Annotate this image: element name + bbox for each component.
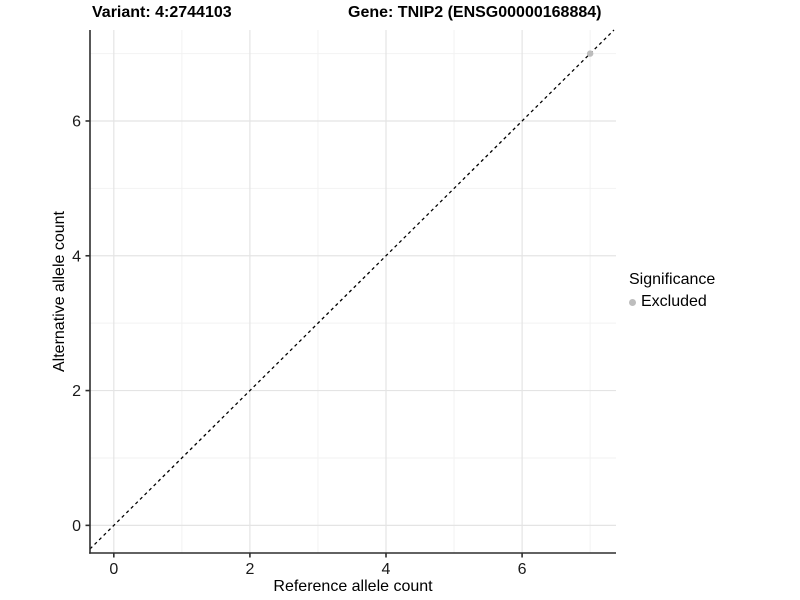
legend-item-excluded: Excluded [629, 293, 715, 311]
x-tick-label: 0 [109, 561, 118, 578]
y-tick-label: 2 [72, 383, 81, 400]
x-tick-label: 4 [382, 561, 391, 578]
legend-title: Significance [629, 271, 716, 288]
legend: Significance Excluded [629, 271, 715, 311]
y-tick-label: 4 [72, 248, 81, 265]
identity-dashed-line [89, 29, 615, 550]
variant-title: Variant: 4:2744103 [92, 4, 232, 21]
gene-title: Gene: TNIP2 (ENSG00000168884) [348, 4, 602, 21]
data-point [586, 50, 594, 57]
y-tick-label: 0 [72, 518, 81, 535]
y-tick-label: 6 [72, 113, 81, 130]
x-axis-title: Reference allele count [273, 578, 433, 595]
x-tick-label: 6 [518, 561, 527, 578]
legend-item-label: Excluded [641, 293, 707, 310]
y-axis-title: Alternative allele count [51, 210, 68, 372]
x-tick-label: 2 [245, 561, 254, 578]
legend-point-icon [629, 298, 636, 306]
